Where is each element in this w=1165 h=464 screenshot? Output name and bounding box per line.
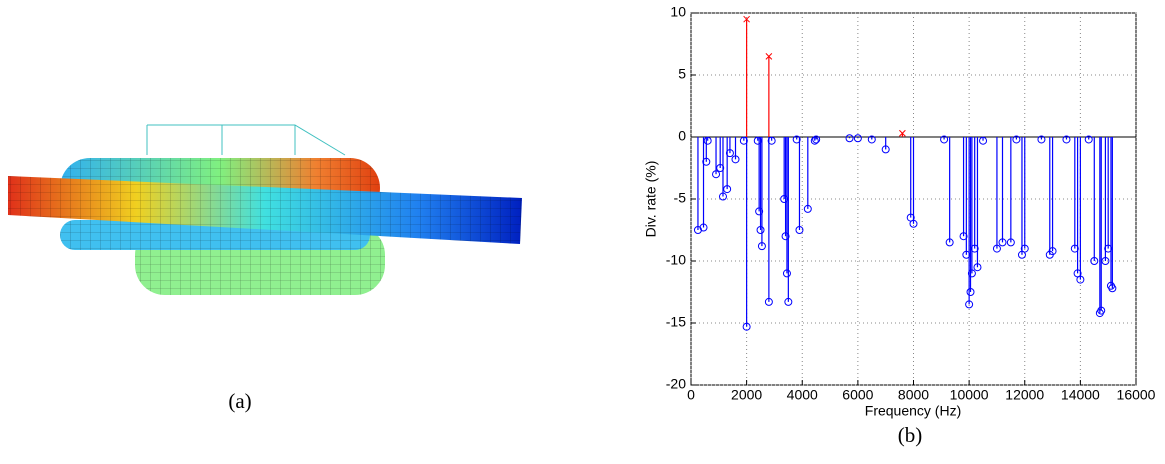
- marker-circle: [795, 226, 804, 234]
- marker-circle: [1012, 135, 1021, 144]
- marker-circle: [742, 322, 751, 331]
- marker-circle: [803, 204, 812, 213]
- marker-circle: [945, 238, 954, 247]
- marker-circle: [703, 136, 712, 145]
- marker-circle: [699, 223, 708, 232]
- y-tick-label: -5: [674, 190, 687, 206]
- marker-circle: [1020, 244, 1029, 253]
- marker-circle: [1070, 244, 1079, 253]
- x-tick-label: 6000: [842, 387, 873, 403]
- x-tick-label: 10000: [950, 387, 989, 403]
- marker-x: [765, 53, 773, 60]
- marker-circle: [725, 149, 734, 158]
- marker-circle: [784, 297, 793, 306]
- marker-circle: [1104, 244, 1113, 253]
- marker-circle: [967, 269, 976, 278]
- marker-circle: [992, 244, 1001, 253]
- marker-circle: [940, 135, 949, 144]
- marker-circle: [767, 136, 776, 145]
- marker-circle: [755, 207, 764, 216]
- marker-circle: [845, 134, 854, 143]
- x-tick-label: 14000: [1061, 387, 1100, 403]
- marker-circle: [1076, 275, 1085, 284]
- y-tick-label: -15: [666, 314, 686, 330]
- marker-circle: [973, 263, 982, 272]
- marker-circle: [731, 155, 740, 164]
- marker-circle: [853, 134, 862, 143]
- marker-x: [899, 129, 906, 137]
- marker-circle: [1084, 135, 1093, 144]
- y-tick-label: 10: [670, 4, 686, 20]
- marker-circle: [1101, 257, 1110, 265]
- x-axis-label: Frequency (Hz): [865, 403, 961, 419]
- marker-circle: [881, 145, 890, 154]
- marker-circle: [780, 195, 789, 203]
- marker-circle: [959, 232, 968, 241]
- marker-circle: [867, 135, 876, 144]
- marker-circle: [965, 300, 974, 309]
- marker-circle: [718, 192, 727, 201]
- marker-circle: [757, 242, 766, 251]
- marker-circle: [1108, 284, 1117, 293]
- marker-circle: [753, 136, 762, 145]
- x-tick-label: 4000: [787, 387, 818, 403]
- marker-circle: [979, 136, 988, 145]
- x-tick-label: 8000: [898, 387, 929, 403]
- marker-circle: [781, 232, 790, 241]
- marker-circle: [962, 250, 971, 259]
- y-tick-label: 0: [678, 128, 686, 144]
- x-tick-label: 12000: [1005, 387, 1044, 403]
- y-axis-label: Div. rate (%): [643, 161, 659, 238]
- x-tick-label: 16000: [1117, 387, 1156, 403]
- marker-circle: [1062, 135, 1071, 144]
- marker-circle: [756, 226, 765, 234]
- caption-b: (b): [898, 423, 923, 447]
- marker-circle: [970, 244, 979, 253]
- marker-circle: [1006, 238, 1015, 247]
- y-tick-label: 5: [678, 66, 686, 82]
- marker-circle: [998, 238, 1007, 247]
- mesh-image: [8, 124, 522, 295]
- marker-circle: [782, 269, 791, 278]
- marker-circle: [909, 219, 918, 228]
- marker-circle: [810, 136, 819, 145]
- y-tick-label: -20: [666, 376, 686, 392]
- marker-circle: [792, 135, 801, 144]
- marker-circle: [702, 157, 711, 166]
- marker-circle: [1037, 135, 1046, 144]
- marker-circle: [723, 185, 732, 194]
- marker-circle: [966, 288, 975, 296]
- marker-circle: [1090, 257, 1099, 265]
- marker-circle: [1097, 306, 1106, 315]
- y-tick-label: -10: [666, 252, 686, 268]
- marker-circle: [716, 164, 725, 172]
- marker-circle: [764, 297, 773, 306]
- marker-circle: [712, 170, 721, 179]
- marker-circle: [1048, 247, 1057, 256]
- marker-circle: [739, 136, 748, 145]
- x-tick-label: 0: [687, 387, 695, 403]
- x-tick-label: 2000: [731, 387, 762, 403]
- marker-x: [743, 15, 750, 23]
- marker-circle: [812, 135, 821, 144]
- caption-a: (a): [228, 389, 251, 413]
